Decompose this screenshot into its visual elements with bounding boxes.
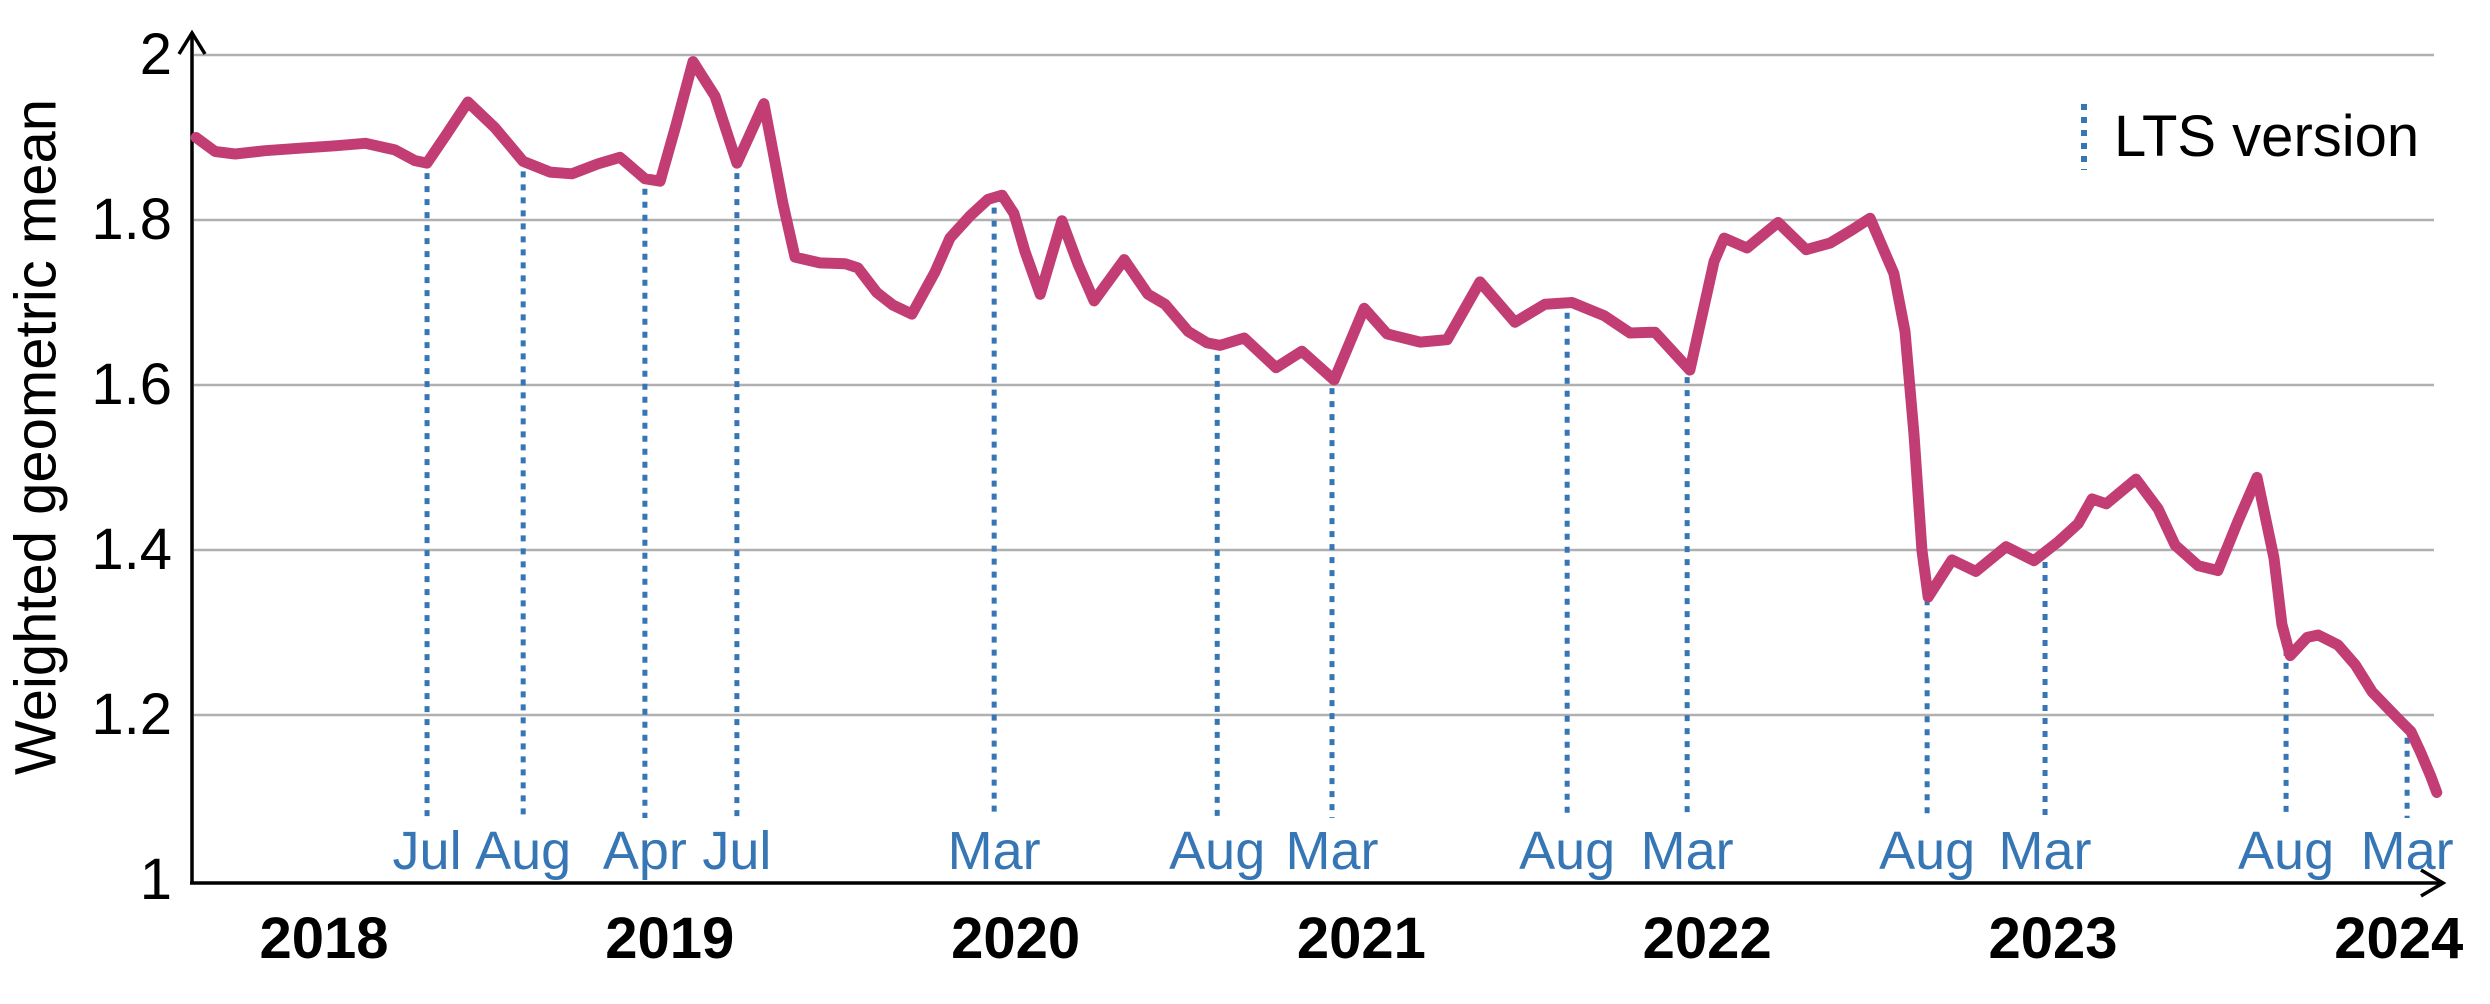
x-axis-arrow — [2420, 868, 2447, 898]
lts-marker-label: Mar — [2360, 821, 2454, 881]
series-line — [190, 56, 2443, 798]
lts-marker-label: Aug — [1169, 821, 1266, 881]
y-tick-label: 1.4 — [91, 517, 172, 582]
x-tick-label-year: 2023 — [1988, 906, 2118, 971]
lts-marker-label: Mar — [1998, 821, 2092, 881]
y-tick-label: 1.6 — [91, 352, 172, 417]
lts-marker-label: Mar — [1640, 821, 1734, 881]
lts-marker-label: Aug — [1519, 821, 1616, 881]
lts-marker-label: Jul — [702, 821, 772, 881]
lts-marker-label: Mar — [1285, 821, 1379, 881]
x-tick-label-year: 2021 — [1296, 906, 1426, 971]
x-tick-label-year: 2018 — [259, 906, 389, 971]
x-tick-label-year: 2020 — [951, 906, 1081, 971]
lts-marker-label: Apr — [602, 821, 687, 881]
y-tick-label: 1 — [139, 847, 172, 912]
y-axis-arrow — [177, 29, 207, 55]
lts-marker-label: Aug — [1879, 821, 1976, 881]
x-tick-label-year: 2022 — [1642, 906, 1772, 971]
x-tick-label-year: 2019 — [605, 906, 735, 971]
x-tick-label-year: 2024 — [2334, 906, 2464, 971]
y-tick-label: 1.8 — [91, 187, 172, 252]
lts-marker-label: Aug — [475, 821, 572, 881]
lts-marker-label: Jul — [392, 821, 462, 881]
lts-dotted-line-icon — [2081, 104, 2087, 170]
legend: LTS version — [2076, 100, 2419, 172]
legend-label: LTS version — [2114, 103, 2420, 169]
lts-marker-label: Mar — [947, 821, 1041, 881]
y-tick-label: 2 — [139, 22, 172, 87]
y-tick-label: 1.2 — [91, 682, 172, 747]
lts-marker-label: Aug — [2238, 821, 2335, 881]
